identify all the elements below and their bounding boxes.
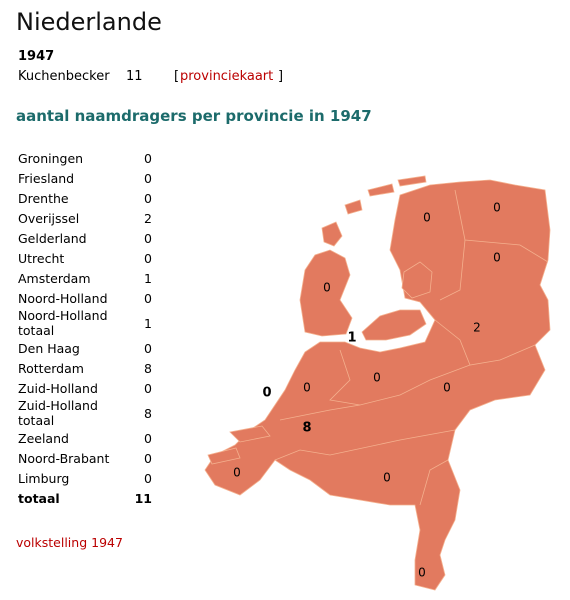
table-row: Utrecht 0	[16, 248, 164, 268]
province-name: Amsterdam	[18, 270, 91, 286]
map-value: 0	[423, 211, 431, 225]
province-count: 0	[144, 170, 152, 186]
map-value: 0	[443, 381, 451, 395]
province-count: 8	[144, 405, 152, 421]
province-count: 0	[144, 190, 152, 206]
province-name: Noord-Brabant	[18, 450, 110, 466]
table-row: Friesland 0	[16, 168, 164, 188]
table-row: Noord-Brabant 0	[16, 448, 164, 468]
map-land	[204, 179, 551, 591]
map-value: 0	[383, 471, 391, 485]
province-name: Rotterdam	[18, 360, 84, 376]
table-row: Limburg 0	[16, 468, 164, 488]
map-island	[229, 425, 271, 443]
province-border	[279, 404, 361, 421]
map-value: 0	[418, 566, 426, 580]
province-name: Groningen	[18, 150, 84, 166]
count: 11	[126, 69, 143, 84]
province-count: 0	[144, 450, 152, 466]
table-row: Zeeland 0	[16, 428, 164, 448]
page-title: Niederlande	[16, 8, 162, 36]
bracket: ]	[278, 69, 284, 84]
province-border	[439, 239, 466, 301]
province-count: 8	[144, 360, 152, 376]
province-name: Den Haag	[18, 340, 80, 356]
province-name: Noord-Holland totaal	[18, 308, 108, 338]
map-value: 0	[233, 466, 241, 480]
province-table: Groningen 0 Friesland 0 Drenthe 0 Overijssel 2 G…	[16, 148, 164, 508]
table-row: Gelderland 0	[16, 228, 164, 248]
province-border	[419, 459, 449, 506]
map-value: 2	[473, 321, 481, 335]
map-value: 0	[262, 386, 271, 401]
map-value: 0	[493, 251, 501, 265]
province-count: 1	[144, 315, 152, 331]
table-row: Den Haag 0	[16, 338, 164, 358]
province-border	[274, 429, 456, 461]
map-island	[344, 199, 363, 215]
table-row: Rotterdam 8	[16, 358, 164, 378]
table-row: Groningen 0	[16, 148, 164, 168]
map-land	[401, 261, 433, 299]
map-island	[367, 183, 395, 197]
province-count: 0	[144, 290, 152, 306]
year: 1947	[18, 49, 55, 64]
province-name: Limburg	[18, 470, 70, 486]
province-border	[454, 189, 549, 263]
table-row: Zuid-Holland totaal 8	[16, 398, 164, 428]
map-island	[207, 447, 241, 465]
province-name: totaal	[18, 490, 60, 506]
table-row: Overijssel 2	[16, 208, 164, 228]
table-row: Zuid-Holland 0	[16, 378, 164, 398]
bracket: [	[174, 69, 180, 84]
province-count: 1	[144, 270, 152, 286]
map-value: 8	[302, 421, 311, 436]
map-value: 0	[373, 371, 381, 385]
map-land	[299, 249, 353, 337]
province-count: 0	[144, 340, 152, 356]
source: volkstelling 1947	[16, 535, 123, 550]
surname: Kuchenbecker	[18, 69, 110, 84]
province-count: 0	[144, 380, 152, 396]
province-name: Zuid-Holland	[18, 380, 98, 396]
map-link[interactable]: provinciekaart	[180, 69, 274, 84]
province-count: 0	[144, 430, 152, 446]
table-row: Noord-Holland 0	[16, 288, 164, 308]
table-row: Drenthe 0	[16, 188, 164, 208]
section-title: aantal naamdragers per provincie in 1947	[16, 107, 372, 125]
map-value: 1	[347, 331, 356, 346]
province-count: 0	[144, 470, 152, 486]
province-name: Zuid-Holland totaal	[18, 398, 98, 428]
province-name: Zeeland	[18, 430, 69, 446]
map-land	[361, 309, 427, 341]
table-row: Amsterdam 1	[16, 268, 164, 288]
province-count: 0	[144, 150, 152, 166]
province-name: Noord-Holland	[18, 290, 108, 306]
map-value: 0	[493, 201, 501, 215]
province-name: Drenthe	[18, 190, 69, 206]
province-count: 0	[144, 230, 152, 246]
table-row: totaal 11	[16, 488, 164, 508]
map-island	[321, 221, 343, 247]
province-count: 0	[144, 250, 152, 266]
map-value: 0	[303, 381, 311, 395]
province-count: 2	[144, 210, 152, 226]
map-island	[397, 175, 427, 187]
province-count: 11	[134, 490, 152, 506]
province-name: Overijssel	[18, 210, 80, 226]
map-value: 0	[323, 281, 331, 295]
province-name: Utrecht	[18, 250, 65, 266]
province-name: Friesland	[18, 170, 75, 186]
table-row: Noord-Holland totaal 1	[16, 308, 164, 338]
province-name: Gelderland	[18, 230, 87, 246]
